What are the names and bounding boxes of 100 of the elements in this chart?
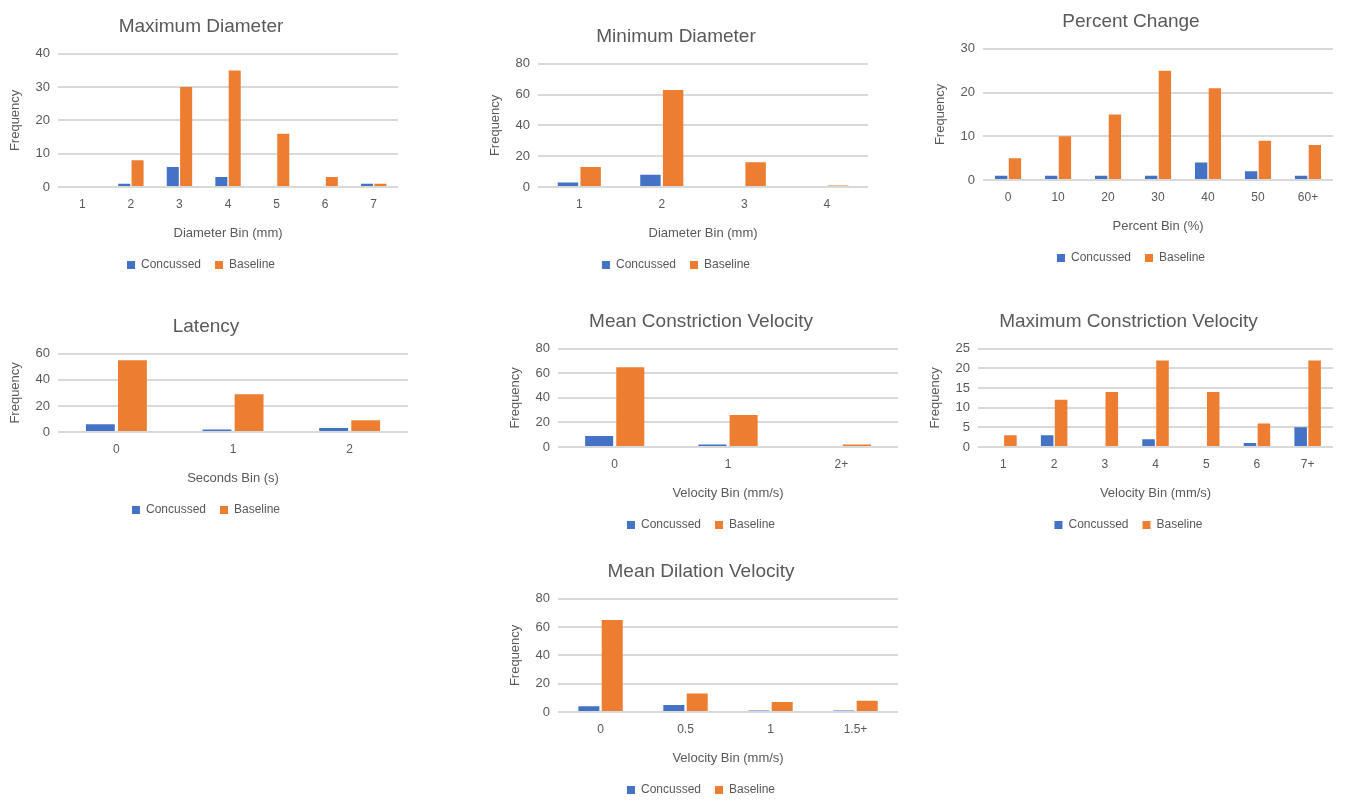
- y-tick-label: 20: [960, 84, 976, 100]
- bar: [1058, 136, 1072, 179]
- bar: [856, 700, 878, 711]
- bar: [117, 360, 147, 431]
- bar: [1206, 392, 1220, 446]
- bar: [319, 428, 349, 431]
- chart-title: Mean Constriction Velocity: [589, 309, 814, 331]
- y-tick-label: 25: [955, 340, 971, 356]
- legend-label: Concussed: [640, 517, 702, 532]
- chart-title: Mean Dilation Velocity: [607, 559, 795, 581]
- y-axis-title: Frequency: [7, 89, 23, 152]
- y-tick-label: 30: [960, 40, 976, 56]
- legend-label: Baseline: [704, 257, 751, 272]
- y-tick-label: 80: [535, 340, 551, 356]
- y-tick-label: 40: [35, 45, 51, 61]
- y-axis-title: Frequency: [507, 366, 523, 429]
- x-tick-label: 3: [1101, 456, 1109, 471]
- x-tick-label: 2+: [834, 456, 849, 471]
- bar: [1105, 392, 1119, 446]
- bar: [1244, 171, 1258, 179]
- x-axis-title: Velocity Bin (mm/s): [672, 484, 784, 500]
- y-tick-label: 40: [35, 371, 51, 387]
- x-tick-label: 1.5+: [843, 721, 868, 736]
- bar: [85, 424, 115, 431]
- y-tick-label: 0: [522, 178, 531, 194]
- legend-label: Baseline: [229, 257, 276, 272]
- legend-label: Concussed: [145, 502, 207, 517]
- legend-label: Baseline: [1156, 517, 1203, 532]
- y-axis-title: Frequency: [507, 624, 523, 687]
- x-tick-label: 5: [273, 196, 281, 211]
- bar: [180, 87, 193, 186]
- y-tick-label: 20: [35, 397, 51, 413]
- x-tick-label: 1: [1000, 456, 1008, 471]
- legend-label: Concussed: [1070, 250, 1132, 265]
- x-tick-label: 2: [658, 196, 666, 211]
- bar: [1208, 88, 1222, 179]
- y-tick-label: 0: [542, 703, 551, 719]
- legend-label: Concussed: [640, 782, 702, 797]
- bar: [616, 367, 645, 446]
- bar: [351, 420, 381, 431]
- bar: [601, 620, 623, 711]
- x-axis-title: Velocity Bin (mm/s): [672, 749, 784, 765]
- y-tick-label: 20: [515, 147, 531, 163]
- bar: [1158, 70, 1172, 179]
- y-tick-label: 60: [35, 345, 51, 361]
- bar: [1054, 399, 1068, 446]
- x-tick-label: 1: [79, 196, 86, 211]
- bar: [1294, 427, 1307, 446]
- legend-label: Baseline: [234, 502, 281, 517]
- bar: [1108, 114, 1122, 179]
- y-tick-label: 0: [42, 178, 51, 194]
- x-tick-label: 4: [823, 196, 831, 211]
- bar: [166, 167, 179, 186]
- bar: [1156, 360, 1169, 446]
- bar: [729, 415, 758, 446]
- x-tick-label: 7+: [1300, 456, 1315, 471]
- x-axis-title: Seconds Bin (s): [187, 469, 279, 485]
- y-axis-title: Frequency: [932, 83, 948, 146]
- bar: [580, 166, 601, 186]
- bar: [1258, 140, 1272, 179]
- x-tick-label: 4: [1152, 456, 1160, 471]
- y-tick-label: 80: [515, 55, 531, 71]
- bar: [234, 394, 264, 431]
- y-tick-label: 10: [960, 127, 976, 143]
- bar: [1008, 158, 1022, 179]
- y-tick-label: 0: [42, 423, 51, 439]
- x-tick-label: 6: [1253, 456, 1261, 471]
- x-tick-label: 0.5: [677, 721, 695, 736]
- bar: [131, 160, 144, 186]
- y-tick-label: 20: [35, 111, 51, 127]
- x-axis-title: Velocity Bin (mm/s): [1099, 484, 1212, 500]
- x-tick-label: 4: [224, 196, 232, 211]
- y-axis-title: Frequency: [927, 366, 943, 429]
- y-tick-label: 60: [515, 86, 531, 102]
- bar: [640, 174, 661, 186]
- y-tick-label: 10: [35, 145, 51, 161]
- x-tick-label: 1: [767, 721, 775, 736]
- y-tick-label: 60: [535, 618, 551, 634]
- x-tick-label: 0: [113, 441, 121, 456]
- bar: [686, 693, 708, 711]
- chart-title: Latency: [172, 314, 240, 336]
- bar: [1257, 423, 1271, 446]
- bar: [1243, 443, 1257, 446]
- bar: [325, 177, 338, 186]
- x-tick-label: 7: [370, 196, 378, 211]
- y-tick-label: 40: [535, 389, 551, 405]
- legend-label: Concussed: [140, 257, 202, 272]
- y-tick-label: 0: [967, 171, 976, 187]
- x-tick-label: 60+: [1297, 189, 1319, 204]
- y-tick-label: 40: [515, 116, 531, 132]
- x-axis-title: Diameter Bin (mm): [648, 224, 758, 240]
- bar: [215, 177, 228, 186]
- bar: [1308, 360, 1321, 446]
- legend-label: Baseline: [729, 782, 776, 797]
- bar: [578, 706, 600, 711]
- bar: [1004, 435, 1017, 446]
- y-tick-label: 80: [535, 590, 551, 606]
- x-tick-label: 6: [321, 196, 329, 211]
- y-tick-label: 60: [535, 364, 551, 380]
- chart-title: Minimum Diameter: [596, 24, 757, 46]
